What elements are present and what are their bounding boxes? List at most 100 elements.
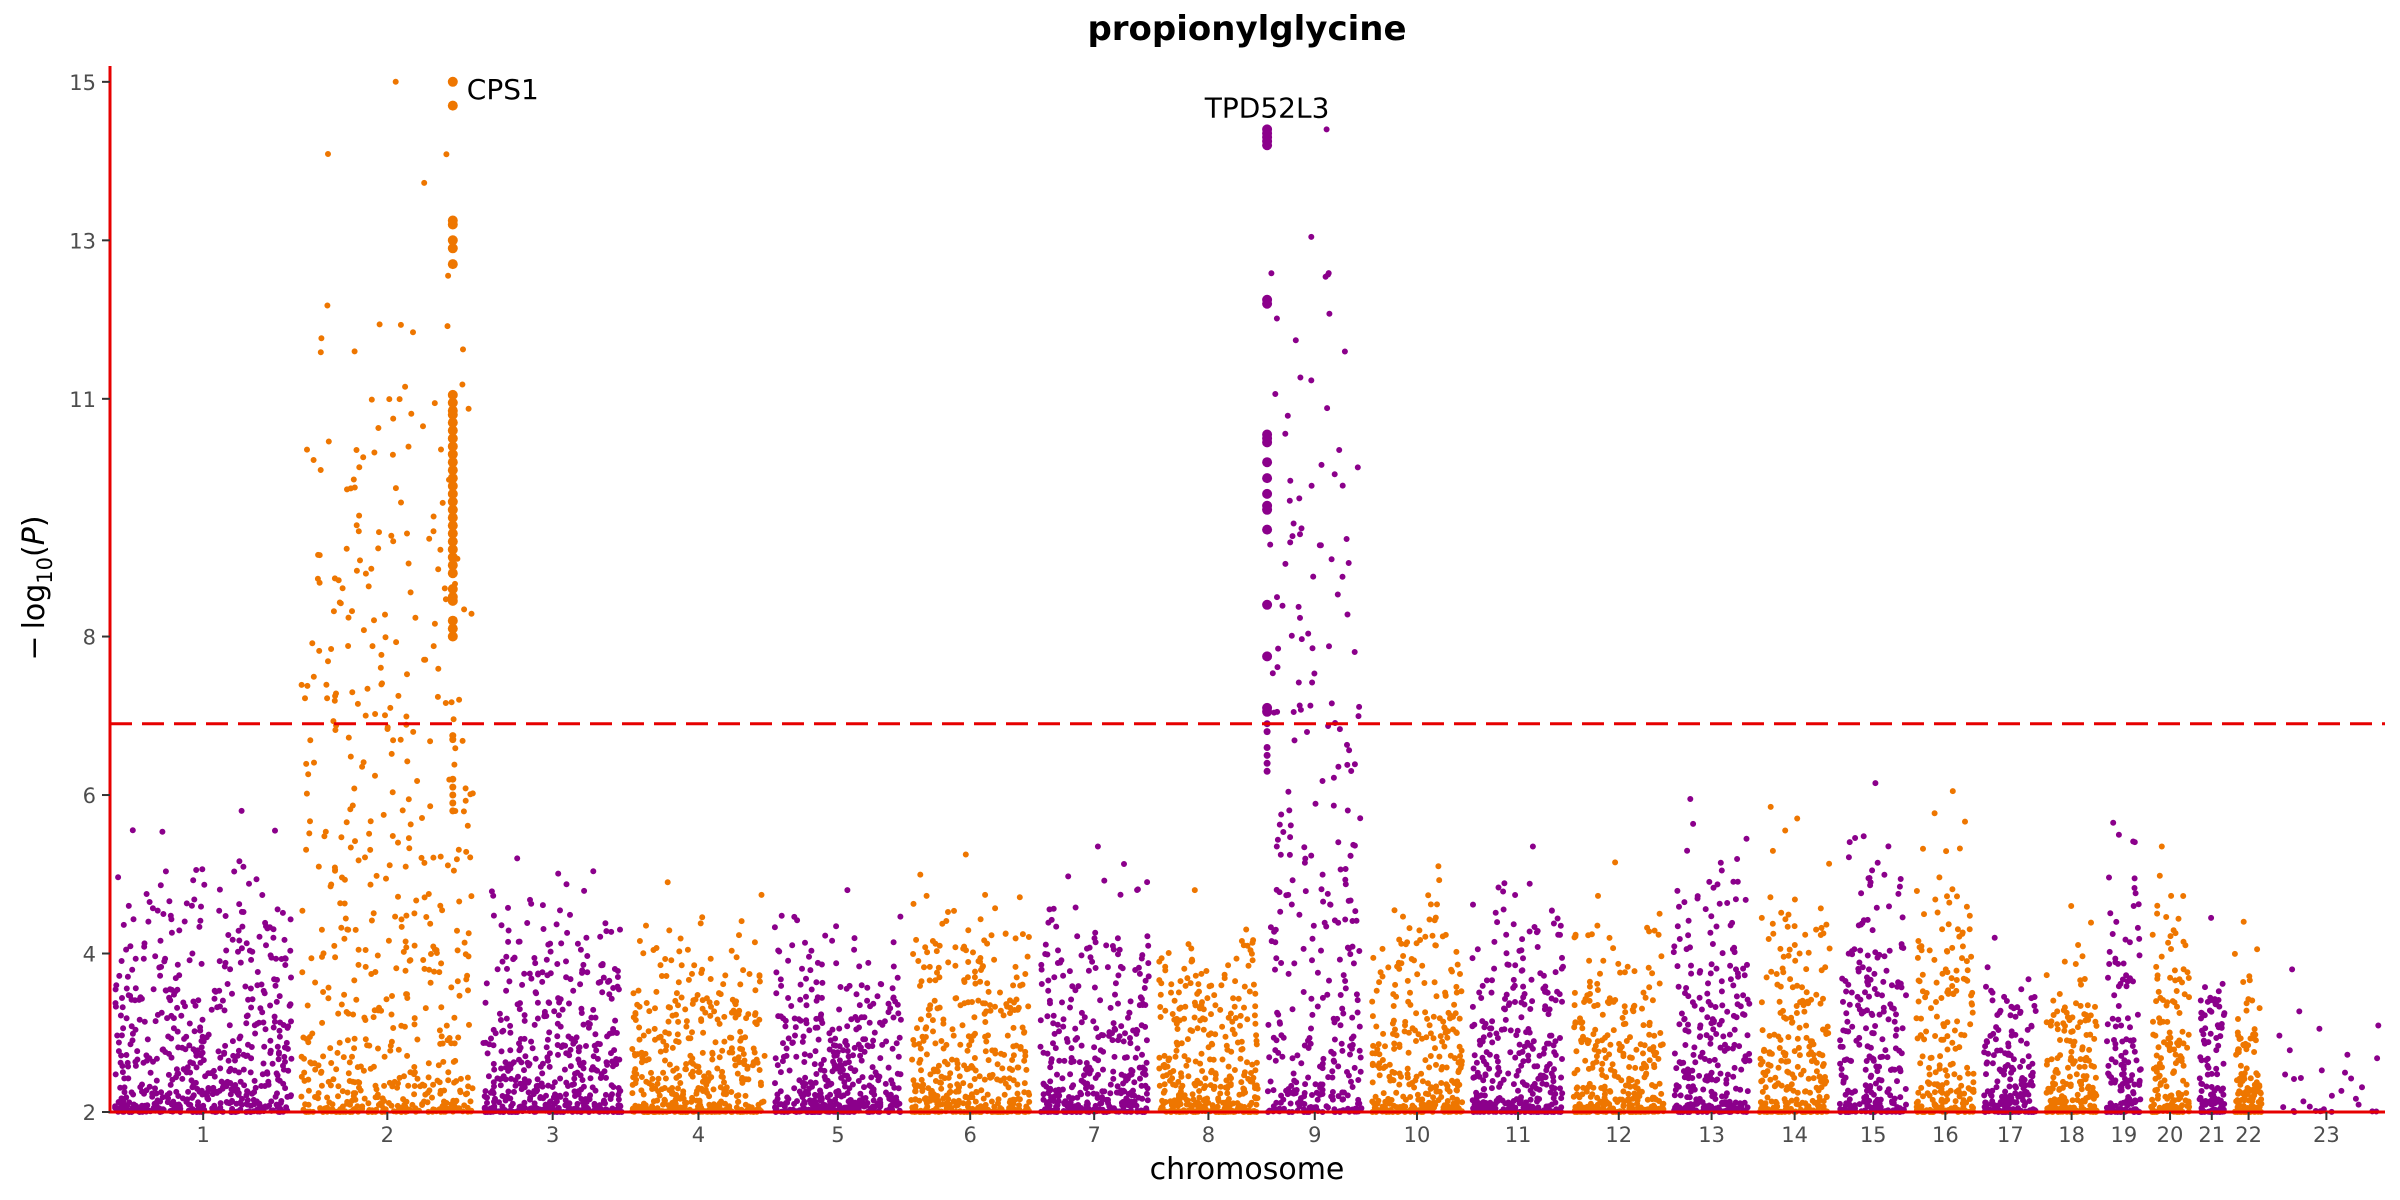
x-tick-label-22: 22 <box>2235 1123 2262 1147</box>
peak-point-cps1-5 <box>447 243 458 254</box>
peak-point-cps1-42 <box>449 799 457 807</box>
x-tick-label-7: 7 <box>1087 1123 1100 1147</box>
x-axis-ticks: 1 2 3 4 5 6 7 8 9 10 11 12 13 14 15 16 17 18 19 20 21 22 23 <box>197 1112 2340 1147</box>
x-tick-label-6: 6 <box>963 1123 976 1147</box>
x-tick-label-5: 5 <box>831 1123 844 1147</box>
x-tick-label-3: 3 <box>546 1123 559 1147</box>
peak-point-tpd52l3-17 <box>1262 651 1273 662</box>
peak-point-tpd52l3-6 <box>1262 298 1273 309</box>
chromosome-2-points <box>298 78 476 1115</box>
peak-point-cps1-38 <box>449 736 457 744</box>
peak-point-cps1-22 <box>447 504 458 515</box>
peak-point-cps1-6 <box>447 259 458 270</box>
peak-point-tpd52l3-15 <box>1262 524 1273 535</box>
chromosome-19-points <box>2103 819 2144 1115</box>
gene-label-cps1: CPS1 <box>467 73 539 106</box>
peak-point-tpd52l3-22 <box>1263 744 1271 751</box>
x-tick-label-2: 2 <box>381 1123 394 1147</box>
peak-point-tpd52l3-10 <box>1262 457 1273 468</box>
y-axis-title-minus: − <box>17 635 52 660</box>
peak-point-tpd52l3-16 <box>1262 599 1273 610</box>
x-tick-label-1: 1 <box>197 1123 210 1147</box>
chromosome-4-points <box>629 879 768 1115</box>
chromosome-20-points <box>2148 843 2193 1115</box>
chromosome-23-points <box>2276 966 2382 1115</box>
peak-point-cps1-21 <box>447 496 458 507</box>
peak-point-cps1-30 <box>447 568 458 579</box>
peak-point-cps1-1 <box>447 100 458 111</box>
peak-point-cps1-29 <box>447 560 458 571</box>
peak-point-cps1-36 <box>447 631 458 642</box>
peak-point-cps1-10 <box>447 409 458 420</box>
peak-point-cps1-19 <box>447 481 458 491</box>
peak-point-cps1-17 <box>447 465 458 476</box>
x-tick-label-23: 23 <box>2313 1123 2340 1147</box>
x-tick-label-10: 10 <box>1404 1123 1431 1147</box>
y-axis-title: − log10(P) <box>17 515 57 660</box>
peak-point-cps1-27 <box>447 544 458 555</box>
peak-point-cps1-26 <box>447 536 458 547</box>
y-axis-title-log: log <box>17 584 52 630</box>
peak-point-tpd52l3-24 <box>1263 759 1271 767</box>
y-axis-title-subscript: 10 <box>33 557 57 584</box>
peak-point-cps1-7 <box>447 389 458 400</box>
x-tick-label-15: 15 <box>1860 1123 1887 1147</box>
peak-point-cps1-41 <box>449 791 457 799</box>
y-tick-label-4: 4 <box>83 943 96 967</box>
x-tick-label-13: 13 <box>1698 1123 1725 1147</box>
y-axis-title-close-paren: ) <box>17 515 52 527</box>
y-axis-ticks: 2 4 6 8 11 13 15 <box>69 71 110 1125</box>
peak-point-cps1-23 <box>447 512 458 523</box>
peak-point-tpd52l3-11 <box>1262 473 1273 484</box>
chromosome-14-points <box>1756 803 1833 1115</box>
peak-point-tpd52l3-25 <box>1263 767 1271 775</box>
peak-point-cps1-15 <box>447 449 458 460</box>
chromosome-13-points <box>1670 796 1753 1115</box>
peak-point-cps1-35 <box>447 623 458 634</box>
chromosome-10-points <box>1369 863 1466 1115</box>
chart-title: propionylglycine <box>1087 9 1406 49</box>
gene-label-tpd52l3: TPD52L3 <box>1204 91 1330 124</box>
chromosome-3-points <box>480 855 625 1116</box>
peak-point-tpd52l3-12 <box>1262 488 1273 499</box>
x-tick-label-14: 14 <box>1781 1123 1808 1147</box>
data-points <box>112 76 2382 1116</box>
x-tick-label-11: 11 <box>1505 1123 1532 1147</box>
peak-point-tpd52l3-21 <box>1263 728 1271 736</box>
chromosome-18-points <box>2043 903 2100 1116</box>
y-tick-label-6: 6 <box>83 784 96 808</box>
chromosome-12-points <box>1570 859 1667 1115</box>
y-tick-label-11: 11 <box>69 388 96 412</box>
peak-point-tpd52l3-19 <box>1262 706 1273 717</box>
chromosome-22-points <box>2231 918 2265 1115</box>
chromosome-8-points <box>1156 887 1261 1115</box>
peak-point-cps1-0 <box>447 76 458 87</box>
x-tick-label-17: 17 <box>1997 1123 2024 1147</box>
peak-point-cps1-39 <box>449 775 457 783</box>
chromosome-9-points <box>1264 126 1365 1115</box>
x-tick-label-16: 16 <box>1932 1123 1959 1147</box>
peak-point-cps1-28 <box>447 552 458 563</box>
x-tick-label-19: 19 <box>2110 1123 2137 1147</box>
chromosome-11-points <box>1469 843 1566 1115</box>
peak-point-tpd52l3-9 <box>1262 437 1273 448</box>
peak-point-cps1-16 <box>447 457 458 468</box>
chromosome-1-points <box>112 807 295 1115</box>
peak-point-cps1-11 <box>447 417 458 428</box>
chromosome-15-points <box>1836 780 1909 1115</box>
x-tick-label-4: 4 <box>692 1123 705 1147</box>
chromosome-21-points <box>2196 914 2228 1115</box>
x-tick-label-20: 20 <box>2157 1123 2184 1147</box>
peak-point-cps1-33 <box>447 595 458 606</box>
peak-point-tpd52l3-4 <box>1262 140 1273 151</box>
x-tick-label-9: 9 <box>1308 1123 1321 1147</box>
peak-point-cps1-43 <box>449 807 457 815</box>
chromosome-6-points <box>908 851 1033 1115</box>
chromosome-16-points <box>1913 788 1977 1115</box>
x-tick-label-18: 18 <box>2058 1123 2085 1147</box>
peak-point-cps1-18 <box>447 473 458 484</box>
x-tick-label-21: 21 <box>2198 1123 2225 1147</box>
chromosome-17-points <box>1981 934 2039 1115</box>
peak-point-cps1-3 <box>447 219 458 230</box>
